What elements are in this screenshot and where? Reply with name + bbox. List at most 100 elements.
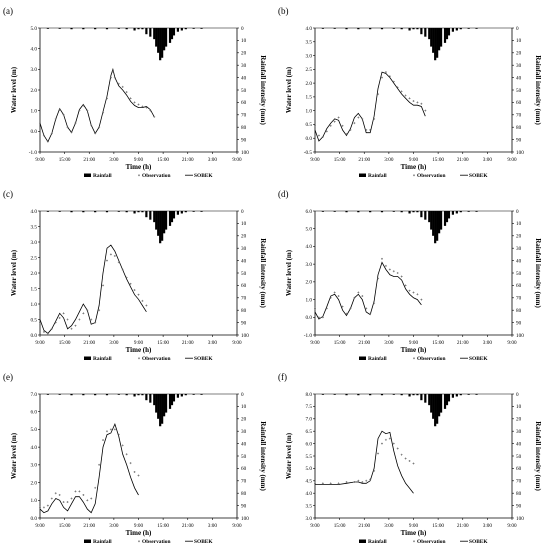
rainfall-bar — [430, 211, 433, 230]
x-tick-label: 21:00 — [83, 523, 95, 529]
y2-tick-label: 70 — [516, 479, 522, 485]
rainfall-bar — [58, 211, 61, 212]
observation-point — [416, 293, 419, 296]
legend-observation-label: Observation — [417, 539, 445, 545]
rainfall-bar — [141, 211, 144, 213]
observation-point — [153, 115, 156, 118]
sobek-series-line — [314, 71, 426, 142]
observation-point — [78, 490, 81, 493]
y2-tick-label: 10 — [516, 221, 522, 227]
rainfall-bar — [380, 28, 384, 30]
y2-tick-label: 60 — [516, 466, 522, 472]
x-tick-label: 3:00 — [483, 523, 493, 529]
observation-point — [317, 134, 320, 137]
observation-point — [78, 318, 81, 321]
y-tick-label: 3.0 — [306, 53, 313, 59]
y2-axis-title: Rainfall intensity (mm) — [259, 55, 267, 125]
y-tick-label: 2.0 — [31, 480, 38, 486]
observation-point — [353, 481, 356, 484]
observation-point — [121, 444, 124, 447]
legend-rainfall-label: Rainfall — [93, 356, 112, 362]
legend-rainfall-swatch — [359, 539, 366, 543]
y-tick-label: 4.0 — [31, 209, 38, 215]
y-axis-title: Water level (m) — [285, 249, 293, 296]
y-tick-label: 0.0 — [31, 129, 38, 135]
rainfall-bar — [333, 28, 336, 29]
rainfall-bar — [125, 211, 128, 213]
y2-tick-label: 40 — [241, 75, 247, 81]
rainfall-bar — [321, 394, 324, 395]
observation-point — [388, 268, 391, 271]
observation-point — [365, 307, 368, 310]
legend-observation-swatch — [413, 357, 415, 360]
rainfall-bar — [192, 394, 195, 395]
observation-point — [369, 478, 372, 481]
observation-point — [345, 312, 348, 315]
y2-tick-label: 40 — [241, 441, 247, 447]
x-tick-label: 15:00 — [59, 340, 71, 346]
legend-observation-swatch — [413, 174, 415, 177]
rainfall-bar — [420, 394, 423, 401]
rainfall-bar — [333, 211, 336, 212]
x-tick-label: 9:00 — [35, 340, 45, 346]
x-tick-label: 21:00 — [457, 523, 469, 529]
observation-point — [333, 291, 336, 294]
rainfall-bar — [46, 211, 49, 212]
observation-point — [90, 318, 93, 321]
observation-point — [39, 122, 41, 125]
y-tick-label: 2.0 — [306, 81, 313, 87]
rainfall-bar — [408, 211, 411, 214]
rainfall-bar — [58, 394, 61, 395]
observation-point — [337, 295, 340, 298]
legend-observation-swatch — [138, 540, 140, 543]
rainfall-bar — [380, 211, 384, 213]
y-tick-label: 6.0 — [306, 441, 313, 447]
observation-point — [105, 430, 108, 433]
observation-point — [111, 70, 114, 73]
rainfall-bar — [345, 394, 348, 396]
rainfall-bar — [445, 394, 449, 406]
legend-observation-label: Observation — [142, 173, 170, 179]
panel-d-plot: -1.0 0.0 1.0 2.0 3.0 4.0 5.0 6.0 0 10 20 30 40 50 60 70… — [285, 209, 542, 362]
panel-f: (f) 3.0 3.5 4.0 4.5 5.0 5.5 6.0 6.5 7.0 7.5 8.0 0 10… — [278, 372, 542, 545]
observation-point — [70, 131, 73, 134]
observation-point — [396, 272, 399, 274]
observation-point — [137, 293, 140, 296]
observation-point — [46, 140, 49, 143]
rainfall-bar — [157, 211, 160, 236]
rainfall-bar — [400, 394, 403, 396]
rainfall-bar — [153, 28, 156, 40]
y2-tick-label: 80 — [241, 125, 247, 131]
observation-point — [113, 428, 116, 431]
rainfall-bar — [172, 28, 176, 36]
observation-point — [129, 462, 132, 465]
observation-point — [377, 93, 380, 96]
observation-point — [408, 459, 411, 462]
x-tick-label: 9:00 — [310, 340, 320, 346]
x-tick-label: 9:00 — [134, 523, 144, 529]
rainfall-bar — [105, 211, 109, 213]
observation-point — [353, 122, 356, 125]
rainfall-bar — [428, 28, 431, 40]
rainfall-bar — [200, 211, 203, 212]
x-tick-label: 3:00 — [208, 340, 218, 346]
y-tick-label: 4.0 — [31, 46, 38, 52]
observation-point — [353, 296, 356, 299]
y2-tick-label: 100 — [241, 150, 249, 156]
rainfall-bar — [170, 394, 174, 406]
y2-tick-label: 90 — [241, 137, 247, 143]
y-tick-label: -1.0 — [29, 150, 38, 156]
y-tick-label: 1.0 — [31, 498, 38, 504]
x-tick-label: 15:00 — [432, 157, 444, 163]
x-tick-label: 21:00 — [358, 523, 370, 529]
y2-tick-label: 70 — [516, 296, 522, 302]
y2-tick-label: 20 — [516, 51, 522, 57]
y2-tick-label: 20 — [241, 417, 247, 423]
legend-observation-swatch — [138, 357, 140, 360]
x-axis-title: Time (h) — [126, 346, 152, 354]
observation-point — [325, 130, 328, 133]
observation-point — [70, 327, 73, 330]
x-tick-label: 9:00 — [310, 523, 320, 529]
observation-point — [384, 438, 387, 441]
